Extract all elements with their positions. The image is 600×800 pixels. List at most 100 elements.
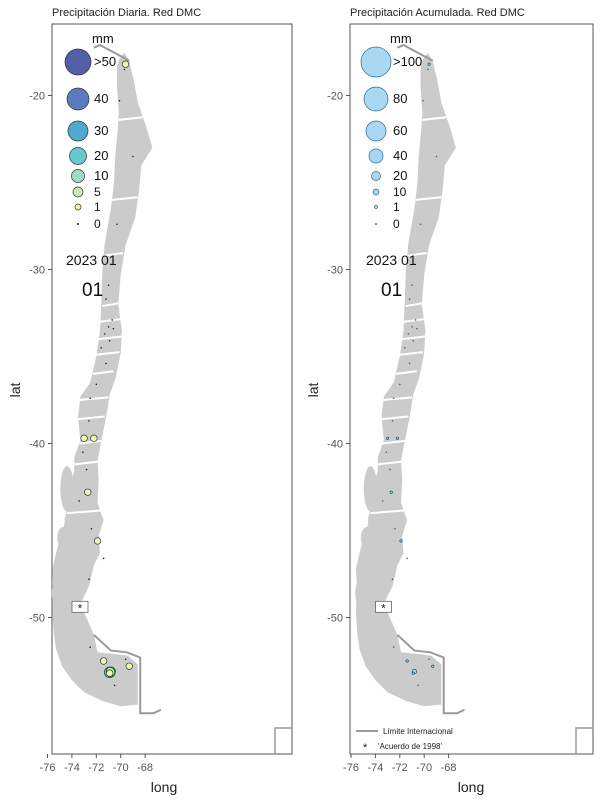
station-point <box>431 664 435 668</box>
island <box>63 657 71 668</box>
station-zero-dot <box>118 99 121 102</box>
region-boundary <box>74 460 98 466</box>
date-label: 2023 01 <box>66 252 117 268</box>
station-point <box>99 657 108 665</box>
station-zero-dot <box>391 578 394 581</box>
station-zero-dot <box>112 327 115 330</box>
station-zero-dot <box>413 263 416 266</box>
region-boundary <box>98 335 123 341</box>
x-axis-title: long <box>458 779 484 795</box>
legend-label: 5 <box>94 185 101 199</box>
daily-precipitation-panel: Precipitación Diaria. Red DMC * mm >50 40 3… <box>7 7 293 795</box>
station-zero-dot <box>389 468 391 471</box>
station-points <box>386 62 435 675</box>
y-tick-label: -20 <box>327 91 343 103</box>
island <box>355 580 364 606</box>
station-point <box>84 488 92 496</box>
island <box>110 695 126 703</box>
legend-label: 1 <box>393 200 400 214</box>
station-zero-dot <box>403 347 406 349</box>
international-boundary-north <box>396 43 434 62</box>
legend-swatch <box>375 223 377 225</box>
legend-swatch <box>66 87 90 111</box>
legend-swatch <box>363 86 389 112</box>
station-point <box>386 436 390 440</box>
station-zero-dot <box>417 684 419 687</box>
accumulated-precipitation-panel: Precipitación Acumulada. Red DMC * mm >10… <box>305 7 594 795</box>
station-zero-dot <box>78 500 81 502</box>
legend-label: 80 <box>393 91 407 106</box>
x-tick-label: -76 <box>343 762 359 774</box>
region-boundary <box>79 439 102 445</box>
chile-map: * <box>355 43 593 754</box>
date-label: 2023 01 <box>366 252 417 268</box>
region-boundary <box>403 318 425 323</box>
legend-swatch <box>365 120 387 142</box>
region-boundary <box>79 396 109 401</box>
station-point <box>411 671 415 675</box>
station-zero-dot <box>85 468 88 471</box>
legend-label: 10 <box>94 168 108 183</box>
station-zero-dot <box>105 362 107 365</box>
station-zero-dot <box>419 223 422 226</box>
x-tick-label: -74 <box>64 762 80 774</box>
station-point <box>405 659 409 663</box>
antarctic-territory-marker <box>274 727 292 754</box>
station-zero-dot <box>381 500 384 502</box>
antarctic-territory-marker <box>575 727 593 754</box>
border-line-label: Límite Internacional <box>383 727 453 736</box>
station-zero-dot <box>406 557 408 560</box>
region-boundary <box>118 116 143 121</box>
y-tick-label: -40 <box>327 439 343 451</box>
station-zero-dot <box>105 298 107 300</box>
agreement-star-label: 'Acuerdo de 1998' <box>378 742 442 751</box>
legend-swatch <box>64 48 92 76</box>
legend-swatch <box>372 188 380 196</box>
legend-label: 0 <box>94 217 101 231</box>
island <box>54 607 63 628</box>
y-tick-label: -50 <box>29 613 45 625</box>
island <box>60 466 74 512</box>
island <box>56 631 66 649</box>
station-zero-dot <box>132 155 134 158</box>
region-boundary <box>415 196 442 201</box>
x-tick-label: -72 <box>88 762 104 774</box>
legend-label: 0 <box>393 217 400 231</box>
station-zero-dot <box>428 658 430 661</box>
station-zero-dot <box>107 326 110 328</box>
agreement-zone-box <box>375 600 392 613</box>
region-boundary <box>96 351 120 356</box>
station-point <box>427 62 431 66</box>
x-tick-label: -72 <box>392 762 408 774</box>
station-zero-dot <box>123 68 126 71</box>
station-zero-dot <box>394 527 396 530</box>
chile-map: * <box>51 43 292 754</box>
station-zero-dot <box>90 527 93 530</box>
station-zero-dot <box>89 397 91 400</box>
y-tick-label: -30 <box>29 265 45 277</box>
station-point <box>121 60 130 68</box>
panel-title: Precipitación Diaria. Red DMC <box>52 7 201 19</box>
station-zero-dot <box>408 362 411 365</box>
y-tick-label: -50 <box>327 613 343 625</box>
island <box>57 527 70 548</box>
station-zero-dot <box>104 333 106 335</box>
station-zero-dot <box>116 223 118 226</box>
island <box>69 665 80 675</box>
station-zero-dot <box>435 155 438 158</box>
island <box>51 580 61 606</box>
station-point <box>106 669 114 677</box>
island <box>368 511 378 529</box>
region-boundary <box>405 302 422 308</box>
legend-label: 60 <box>393 123 407 138</box>
island <box>380 679 398 688</box>
station-zero-dot <box>108 340 111 342</box>
station-point <box>125 662 133 670</box>
x-axis-title: long <box>151 779 177 795</box>
region-boundary <box>407 251 427 257</box>
international-boundary-north <box>93 43 130 62</box>
y-tick-label: -30 <box>327 265 343 277</box>
x-tick-label: -74 <box>367 762 383 774</box>
